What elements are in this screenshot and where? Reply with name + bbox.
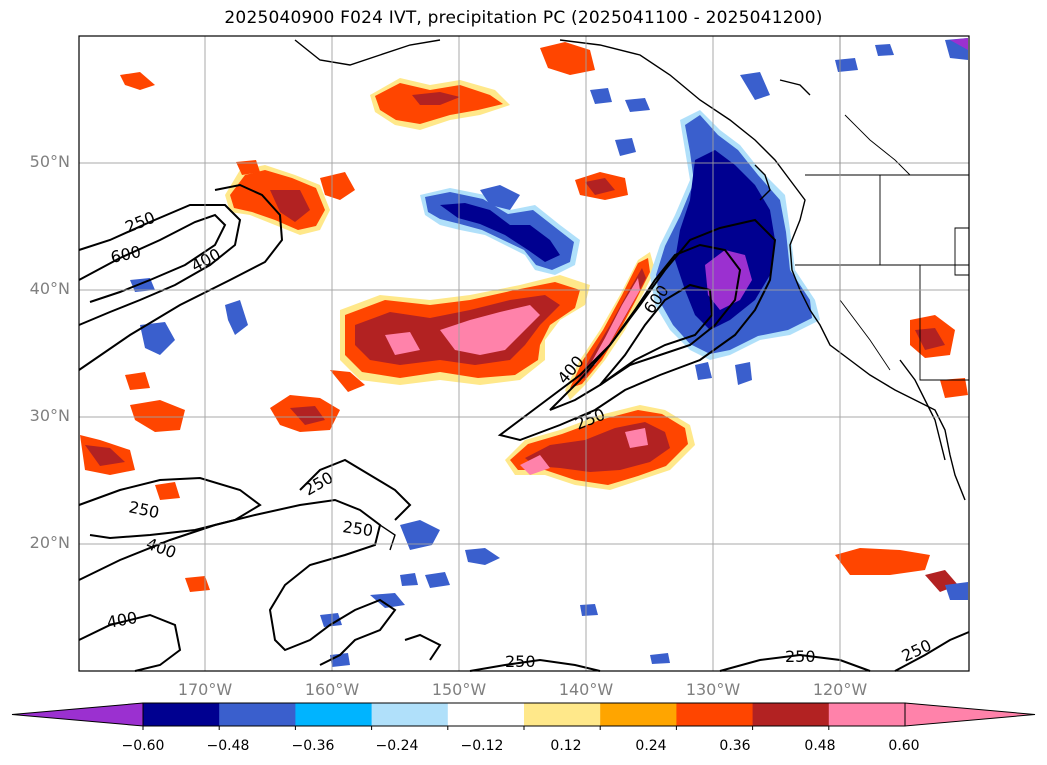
colorbar-bin <box>600 703 677 726</box>
contour-label: 250 <box>505 652 536 671</box>
contour-label: 250 <box>341 517 374 540</box>
precip-positive-fills <box>80 42 968 592</box>
precip-negative-fills <box>130 38 968 667</box>
lon-label: 160°W <box>304 680 360 699</box>
ivt-contours <box>78 183 970 672</box>
colorbar-tick-label: 0.60 <box>888 738 920 754</box>
map-title: 2025040900 F024 IVT, precipitation PC (2… <box>224 8 823 28</box>
colorbar-bin <box>447 703 525 726</box>
colorbar <box>11 702 1036 730</box>
colorbar-tick-label: 0.48 <box>804 738 836 754</box>
colorbar-tick-label: −0.12 <box>460 738 504 754</box>
lat-label: 30°N <box>29 406 70 425</box>
colorbar-tick-label: −0.24 <box>375 738 419 754</box>
lon-label: 140°W <box>558 680 614 699</box>
lon-label: 130°W <box>685 680 741 699</box>
colorbar-tick-label: −0.60 <box>121 738 165 754</box>
lat-label: 50°N <box>29 152 70 171</box>
contour-label: 250 <box>785 647 816 666</box>
gridlines <box>79 36 969 671</box>
colorbar-bin <box>371 703 449 726</box>
plot-frame <box>78 35 970 672</box>
lon-label: 120°W <box>812 680 868 699</box>
colorbar-tick-label: −0.48 <box>206 738 250 754</box>
colorbar-tick-label: 0.24 <box>635 738 667 754</box>
colorbar-bin <box>524 703 601 726</box>
colorbar-tick-label: 0.36 <box>719 738 751 754</box>
colorbar-tick-label: 0.12 <box>550 738 582 754</box>
colorbar-bin <box>295 703 373 726</box>
colorbar-over-extend <box>904 702 1036 727</box>
colorbar-bin <box>143 703 220 726</box>
colorbar-bin <box>219 703 296 726</box>
colorbar-tick-label: −0.36 <box>291 738 335 754</box>
colorbar-bin <box>828 703 906 726</box>
lat-label: 40°N <box>29 279 70 298</box>
lon-label: 150°W <box>431 680 487 699</box>
colorbar-bin <box>752 703 830 726</box>
lat-label: 20°N <box>29 533 70 552</box>
coastline <box>294 39 966 551</box>
colorbar-under-extend <box>11 702 144 727</box>
colorbar-bin <box>676 703 754 726</box>
lon-label: 170°W <box>177 680 233 699</box>
